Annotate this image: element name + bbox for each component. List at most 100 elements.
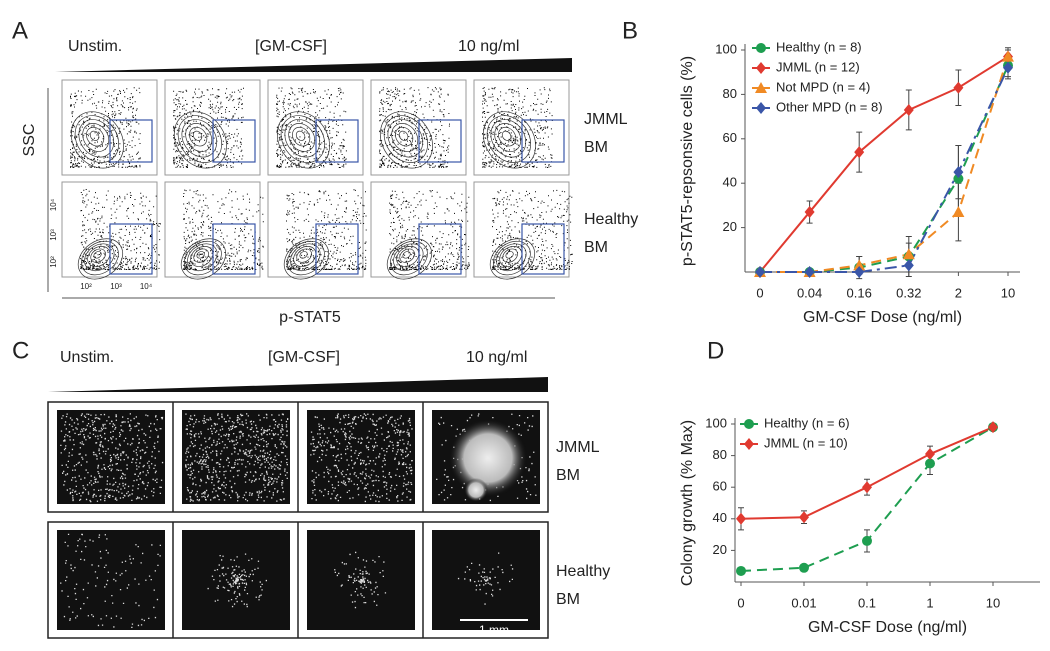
dose-label: 10 ng/ml <box>466 349 527 366</box>
marker <box>953 173 964 184</box>
series-line <box>760 56 1009 273</box>
x-tick-label: 0.01 <box>791 595 816 610</box>
marker <box>799 562 809 573</box>
y-tick-label: 100 <box>715 41 737 56</box>
marker <box>862 481 872 494</box>
contour <box>173 111 227 169</box>
legend-label: Healthy (n = 6) <box>764 415 850 430</box>
y-tick-label: 60 <box>723 130 737 145</box>
contour <box>494 123 522 152</box>
flow-plots <box>61 79 573 280</box>
marker <box>755 266 765 278</box>
row-label: BM <box>584 239 608 256</box>
series-line <box>760 67 1009 273</box>
colony <box>464 478 488 502</box>
cells <box>60 533 161 628</box>
marker <box>903 103 914 116</box>
series-line <box>759 55 1009 273</box>
contour <box>402 251 411 259</box>
y-tick-label: 100 <box>705 415 727 430</box>
legend-label: Healthy (n = 8) <box>776 39 862 54</box>
marker <box>902 248 915 260</box>
contour <box>299 251 308 259</box>
gate <box>109 223 153 275</box>
contour <box>486 115 531 163</box>
y-axis-title: Colony growth (% Max) <box>679 420 696 586</box>
marker <box>736 512 746 525</box>
x-tick-label: 0.32 <box>896 285 921 300</box>
row-label: BM <box>584 139 608 156</box>
marker <box>903 259 914 272</box>
marker <box>804 266 815 278</box>
marker <box>804 206 815 219</box>
tick-label: 10² <box>49 256 58 268</box>
y-tick-label: 80 <box>723 86 737 101</box>
contour <box>295 130 306 141</box>
x-tick-label: 1 <box>926 595 933 610</box>
contour <box>496 243 527 272</box>
y-tick-label: 20 <box>713 542 727 557</box>
marker <box>988 421 998 434</box>
x-tick-label: 0.04 <box>797 285 822 300</box>
tick-label: 10² <box>80 282 92 291</box>
marker <box>853 259 866 271</box>
y-axis-title: p-STAT5-repsonsive cells (%) <box>679 56 696 266</box>
legend-marker <box>756 102 766 114</box>
tick-label: 10⁴ <box>49 198 58 211</box>
y-tick-label: 60 <box>713 479 727 494</box>
contour <box>280 115 325 163</box>
row-label: Healthy <box>584 211 638 228</box>
contour <box>398 130 409 141</box>
panel-letter: D <box>707 337 724 364</box>
flow-dots <box>482 87 553 168</box>
flow-dots <box>70 87 141 168</box>
x-tick-label: 0 <box>756 285 763 300</box>
gate <box>418 119 462 163</box>
gate <box>315 223 359 275</box>
gate <box>315 119 359 163</box>
x-tick-label: 0 <box>737 595 744 610</box>
marker <box>736 565 746 576</box>
gate <box>521 119 565 163</box>
legend-label: JMML (n = 12) <box>776 59 860 74</box>
flow-dots <box>276 87 347 168</box>
marker <box>952 206 965 218</box>
gate <box>212 223 256 275</box>
contour <box>288 123 316 152</box>
x-axis-title: GM-CSF Dose (ng/ml) <box>803 309 962 326</box>
marker <box>862 535 872 546</box>
contour <box>290 243 321 272</box>
contour <box>383 115 428 163</box>
marker <box>1003 61 1013 74</box>
contour <box>292 126 311 147</box>
marker <box>925 448 935 461</box>
axis-title: p-STAT5 <box>279 309 341 326</box>
colony <box>448 418 528 498</box>
contour <box>81 240 119 276</box>
dose-label: [GM-CSF] <box>268 349 340 366</box>
contour <box>390 240 428 276</box>
panel-letter: C <box>12 337 29 364</box>
contour <box>395 126 414 147</box>
dose-label: [GM-CSF] <box>255 38 327 55</box>
marker <box>854 266 865 278</box>
contour <box>502 248 518 263</box>
panel-letter: B <box>622 17 638 44</box>
legend-marker <box>755 82 767 93</box>
contour <box>399 248 415 263</box>
dose-label: 10 ng/ml <box>458 38 519 55</box>
x-tick-label: 10 <box>1001 285 1015 300</box>
gate <box>212 119 256 163</box>
contour <box>74 115 119 163</box>
gate <box>418 223 462 275</box>
contour <box>90 248 106 263</box>
micrographs <box>47 401 549 639</box>
legend-marker <box>756 43 766 53</box>
marker <box>953 81 964 94</box>
contour <box>379 111 433 169</box>
micrograph <box>307 410 415 504</box>
cells <box>207 553 267 608</box>
contour <box>87 246 111 267</box>
marker <box>925 458 935 469</box>
contour <box>393 243 424 272</box>
